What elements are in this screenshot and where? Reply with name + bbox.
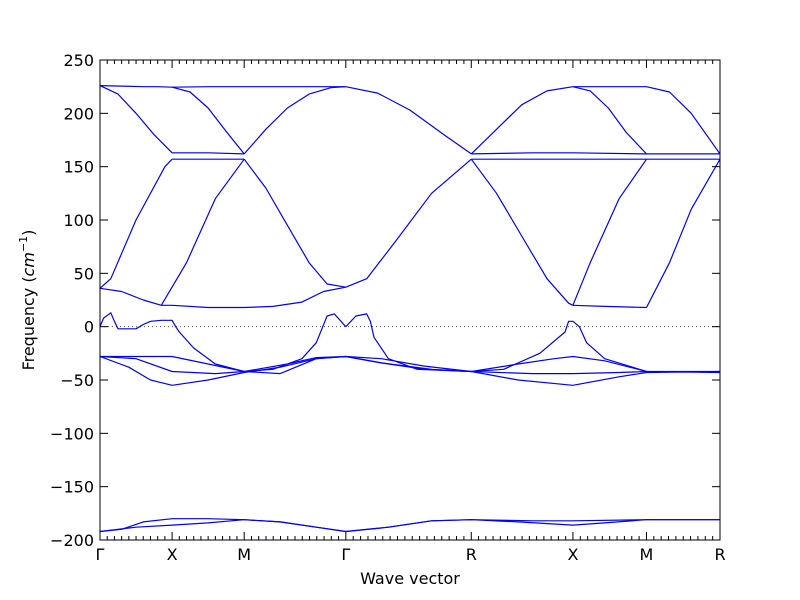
y-tick-label: 250 — [63, 51, 94, 70]
y-axis-label: Frequency (cm−1) — [17, 230, 38, 371]
band-line-12 — [160, 158, 245, 306]
band-line-9 — [471, 152, 720, 155]
x-axis-label: Wave vector — [360, 569, 460, 588]
y-axis-label-exponent: −1 — [17, 236, 30, 252]
y-tick-label: −50 — [60, 371, 94, 390]
y-tick-label: 150 — [63, 158, 94, 177]
band-line-7 — [572, 86, 647, 155]
band-line-15 — [345, 158, 472, 288]
band-line-6 — [470, 86, 573, 155]
band-line-21 — [100, 312, 180, 333]
band-line-18 — [572, 158, 647, 306]
y-tick-label: 100 — [63, 211, 94, 230]
x-tick-label: M — [237, 545, 251, 564]
x-tick-label: X — [567, 545, 578, 564]
band-line-11 — [100, 286, 346, 309]
band-line-3 — [171, 86, 245, 155]
x-tick-label: Γ — [96, 545, 105, 564]
band-line-20 — [645, 158, 720, 308]
y-tick-label: 200 — [63, 104, 94, 123]
y-axis-label-unit: cm — [19, 252, 38, 276]
y-tick-label: −150 — [50, 478, 94, 497]
y-tick-label: −200 — [50, 531, 94, 550]
band-line-2 — [100, 85, 245, 155]
band-line-1 — [100, 85, 346, 88]
band-line-10 — [100, 158, 173, 289]
y-tick-label: −100 — [50, 424, 94, 443]
band-line-14 — [243, 158, 346, 288]
x-tick-label: X — [167, 545, 178, 564]
band-line-8 — [572, 86, 720, 155]
band-line-27 — [100, 355, 720, 386]
x-tick-label: Γ — [341, 545, 350, 564]
band-line-24 — [471, 320, 647, 373]
y-tick-label: 50 — [74, 264, 94, 283]
y-axis-ticks: −200 −150 −100 −50 0 50 100 150 200 250 — [50, 51, 720, 550]
y-tick-label: 0 — [84, 318, 94, 337]
band-line-29 — [100, 519, 720, 533]
x-tick-label: M — [640, 545, 654, 564]
band-line-5 — [345, 86, 472, 155]
plot-frame — [99, 59, 721, 541]
series-layer — [100, 85, 720, 533]
x-tick-label: R — [714, 545, 725, 564]
band-line-25 — [100, 355, 720, 375]
band-line-17 — [470, 158, 574, 306]
band-line-4 — [243, 86, 346, 155]
y-axis-label-suffix: ) — [19, 230, 38, 236]
band-line-19 — [572, 304, 647, 309]
x-tick-label: R — [466, 545, 477, 564]
y-axis-label-prefix: Frequency ( — [19, 276, 38, 370]
